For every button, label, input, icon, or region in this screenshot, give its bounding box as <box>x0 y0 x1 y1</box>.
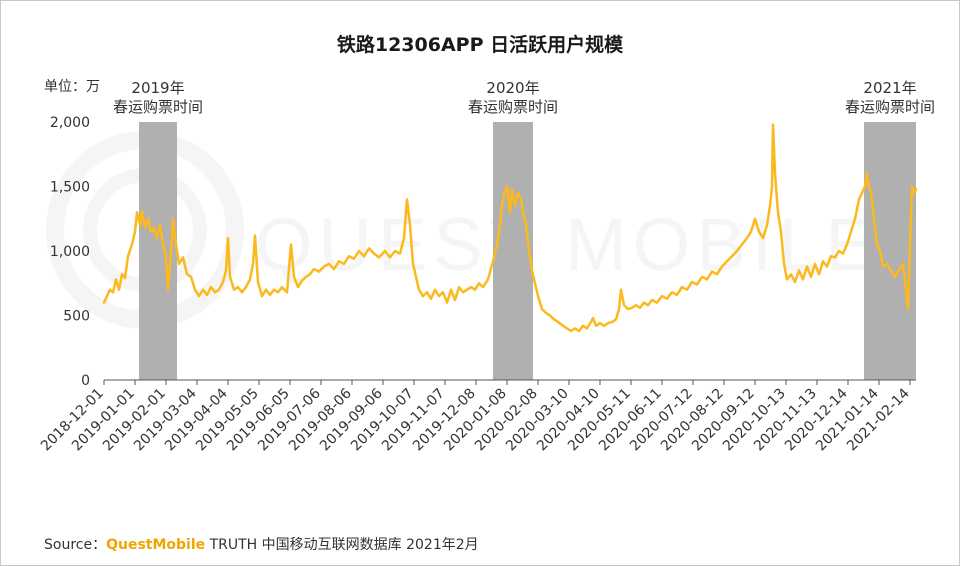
watermark-text: QUEST MOBILE <box>255 203 881 286</box>
unit-label: 单位：万 <box>44 79 100 95</box>
y-tick-label: 500 <box>63 309 90 325</box>
period-text-label: 春运购票时间 <box>845 98 935 116</box>
watermark: QUEST MOBILE <box>46 131 881 329</box>
chart-title: 铁路12306APP 日活跃用户规模 <box>336 34 624 56</box>
shaded-period-3 <box>864 122 916 380</box>
y-tick-label: 0 <box>81 373 90 389</box>
shaded-period-2 <box>493 122 533 380</box>
source-prefix: Source： <box>44 537 107 553</box>
period-year-label: 2019年 <box>131 79 184 97</box>
period-text-label: 春运购票时间 <box>113 98 203 116</box>
source-suffix: TRUTH 中国移动互联网数据库 2021年2月 <box>205 537 479 553</box>
series-line-1 <box>102 123 918 333</box>
y-tick-label: 1,500 <box>50 180 90 196</box>
period-year-label: 2021年 <box>863 79 916 97</box>
period-text-label: 春运购票时间 <box>468 98 558 116</box>
period-year-label: 2020年 <box>486 79 539 97</box>
y-tick-label: 2,000 <box>50 115 90 131</box>
source-brand: QuestMobile <box>106 537 206 553</box>
source-line: Source：QuestMobile TRUTH 中国移动互联网数据库 2021… <box>44 534 479 554</box>
y-tick-label: 1,000 <box>50 244 90 260</box>
